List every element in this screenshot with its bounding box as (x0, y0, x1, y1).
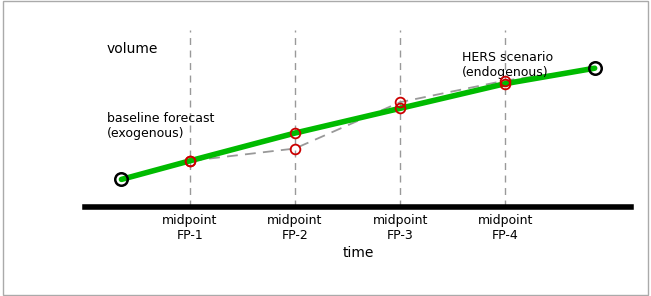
Text: time: time (342, 246, 374, 260)
Text: volume: volume (107, 42, 158, 56)
Text: baseline forecast
(exogenous): baseline forecast (exogenous) (107, 112, 214, 139)
Text: HERS scenario
(endogenous): HERS scenario (endogenous) (462, 51, 553, 79)
